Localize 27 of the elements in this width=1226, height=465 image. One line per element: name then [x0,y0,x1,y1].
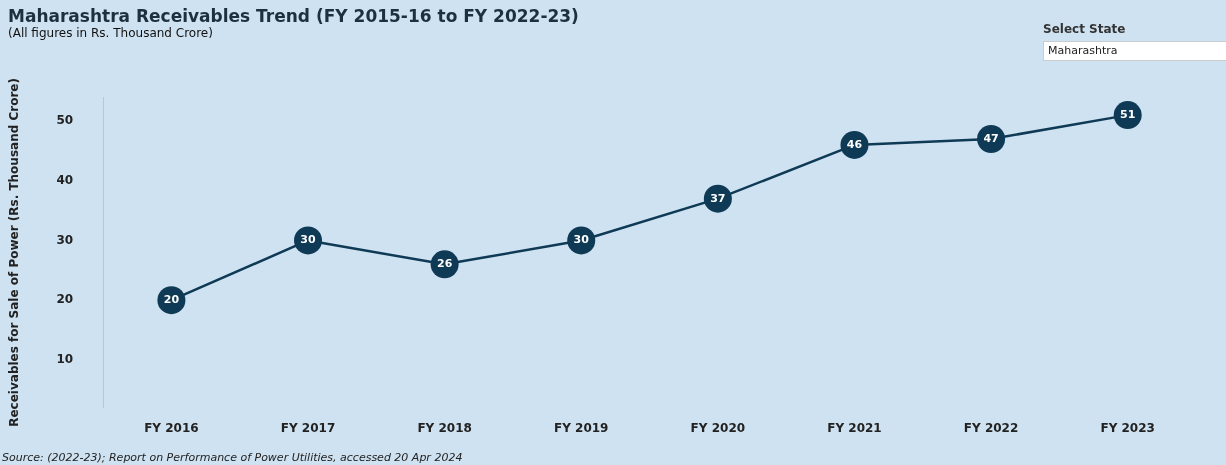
source-note: Source: (2022-23); Report on Performance of Power Utilities, accessed 20 Apr 2024 [2,451,463,464]
x-tick-label: FY 2023 [1100,420,1155,435]
x-tick-label: FY 2018 [417,420,472,435]
data-label: 26 [436,257,453,271]
y-tick-label: 50 [56,113,74,128]
y-tick-label: 30 [56,232,74,247]
x-tick-label: FY 2016 [144,420,199,435]
x-tick-label: FY 2020 [690,420,746,435]
state-dropdown: Maharashtra [1043,41,1226,61]
chart-subtitle: (All figures in Rs. Thousand Crore) [8,26,213,40]
data-label: 46 [846,137,863,151]
x-tick-label: FY 2019 [554,420,609,435]
data-label: 47 [983,131,999,145]
y-tick-label: 20 [56,292,74,307]
y-axis-title: Receivables for Sale of Power (Rs. Thousand Crore) [7,78,22,427]
y-tick-label: 10 [56,351,74,366]
chart-title: Maharashtra Receivables Trend (FY 2015-16 to FY 2022-23) [8,6,579,26]
data-label: 30 [300,233,317,247]
x-tick-label: FY 2021 [827,420,882,435]
data-label: 51 [1120,107,1136,121]
y-tick-label: 40 [56,172,74,187]
x-tick-label: FY 2017 [280,420,336,435]
data-label: 37 [710,191,726,205]
x-tick-label: FY 2022 [963,420,1019,435]
data-label: 20 [163,293,180,307]
data-label: 30 [573,233,590,247]
text: Select State [1043,22,1126,36]
